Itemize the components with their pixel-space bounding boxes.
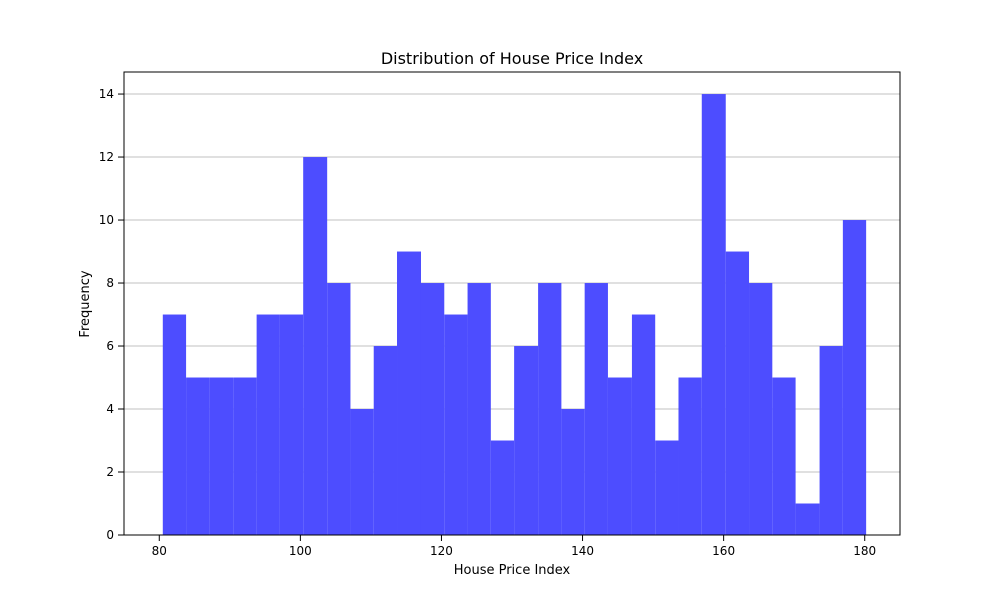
y-tick-label: 6: [106, 339, 114, 353]
y-tick-label: 10: [99, 213, 114, 227]
x-tick-label: 100: [289, 544, 312, 558]
histogram-bar: [678, 377, 702, 535]
histogram-bar: [490, 440, 515, 535]
histogram-bar: [256, 314, 280, 535]
histogram-bar: [538, 283, 562, 535]
y-tick-label: 0: [106, 528, 114, 542]
histogram-bar: [561, 409, 585, 535]
histogram-bar: [749, 283, 773, 535]
histogram-bar: [327, 283, 351, 535]
histogram-bar: [467, 283, 491, 535]
histogram-bar: [655, 440, 679, 535]
y-tick-label: 12: [99, 150, 114, 164]
plot-area-frame: [123, 71, 901, 536]
y-tick-label: 14: [99, 87, 114, 101]
histogram-bar: [725, 251, 750, 535]
histogram-bar: [233, 377, 257, 535]
histogram-bar: [350, 409, 374, 535]
histogram-bar: [279, 314, 304, 535]
x-tick-label: 80: [152, 544, 167, 558]
x-axis-ticks: 80 100 120 140 160 180: [152, 535, 876, 558]
histogram-bar: [397, 251, 421, 535]
histogram-bar: [186, 377, 210, 535]
histogram-bar: [631, 314, 656, 535]
histogram-bar: [584, 283, 608, 535]
x-tick-label: 140: [571, 544, 594, 558]
histogram-bar: [819, 346, 843, 535]
histogram-bar: [209, 377, 234, 535]
histogram-bar: [303, 157, 328, 535]
y-axis-label: Frequency: [78, 270, 93, 337]
histogram-bar: [162, 314, 187, 535]
histogram-bar: [842, 220, 867, 536]
histogram-bar: [607, 377, 632, 535]
bars-layer: [162, 94, 867, 536]
histogram-bar: [444, 314, 468, 535]
chart-title: Distribution of House Price Index: [381, 49, 643, 68]
y-axis-ticks: 0 2 4 6 8 10 12 14: [99, 87, 124, 542]
histogram-bar: [514, 346, 539, 535]
histogram-bar: [420, 283, 445, 535]
histogram-bar: [701, 94, 726, 536]
histogram-bar: [795, 503, 820, 535]
y-tick-label: 8: [106, 276, 114, 290]
x-tick-label: 180: [853, 544, 876, 558]
histogram-bar: [772, 377, 796, 535]
histogram-bar: [373, 346, 398, 535]
x-tick-label: 120: [430, 544, 453, 558]
x-tick-label: 160: [712, 544, 735, 558]
y-tick-label: 2: [106, 465, 114, 479]
x-axis-label: House Price Index: [454, 563, 571, 578]
y-tick-label: 4: [106, 402, 114, 416]
